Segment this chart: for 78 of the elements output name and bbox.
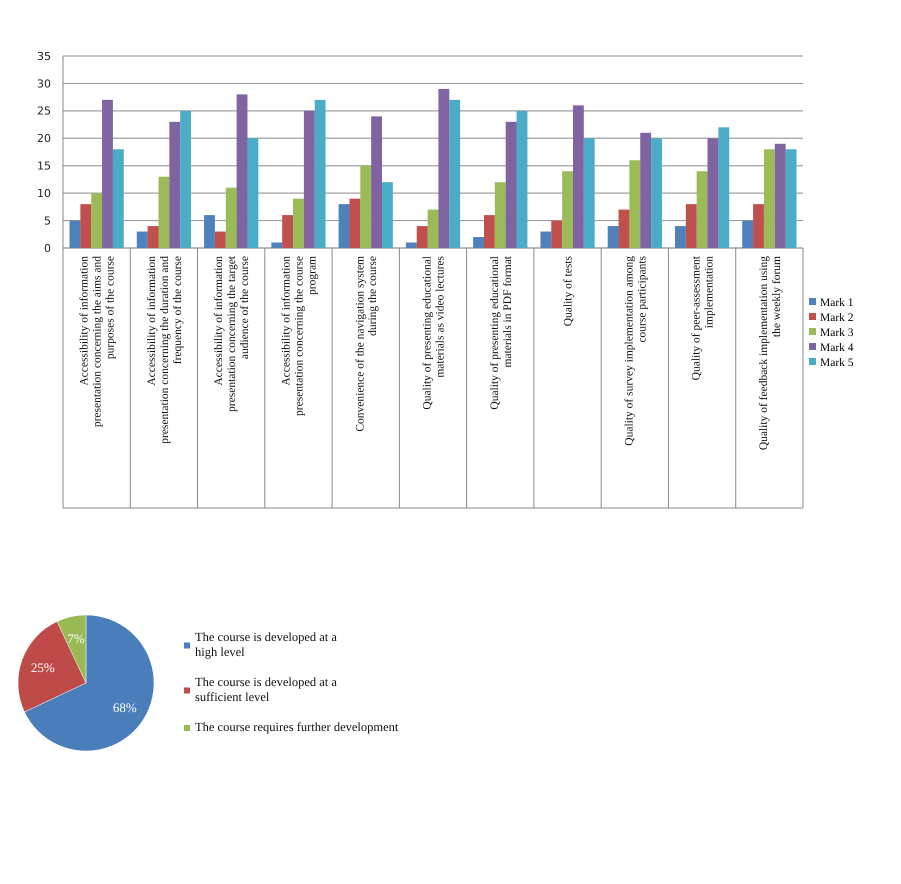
bar [516, 110, 528, 248]
bar [371, 116, 382, 248]
y-tick-label: 5 [44, 214, 51, 228]
data-label: 7% [67, 630, 85, 646]
bar [674, 226, 686, 248]
bar [753, 204, 764, 248]
y-tick-label: 35 [37, 50, 51, 63]
bar [158, 176, 170, 248]
bar [416, 226, 428, 248]
bar [406, 242, 417, 248]
x-tick-label: Accessibility of information presentation concerning the course program [280, 256, 318, 416]
bar [640, 132, 652, 248]
bar [506, 122, 517, 248]
legend-label: Mark 4 [820, 342, 854, 354]
data-label: 25% [30, 660, 55, 675]
legend-label: Mark 2 [820, 312, 854, 324]
bar [618, 210, 630, 248]
bar [473, 237, 484, 248]
bar [136, 232, 148, 248]
bar [338, 204, 350, 248]
bar [70, 220, 80, 248]
bar [169, 122, 180, 248]
y-tick-label: 15 [37, 160, 51, 173]
bar [572, 105, 584, 248]
bar [112, 149, 124, 248]
bar [708, 138, 718, 248]
bar [102, 100, 113, 248]
y-tick-label: 0 [44, 242, 51, 255]
bar [148, 226, 158, 248]
legend-label: The course is developed at a high level [195, 630, 338, 659]
bar [204, 215, 215, 248]
bar [742, 220, 754, 248]
bar [80, 204, 92, 248]
bar [449, 100, 460, 248]
x-tick-label: Accessibility of information presentation concerning the aims and purposes of the course [78, 256, 117, 428]
bar [651, 138, 662, 248]
bar [494, 182, 506, 248]
bar [293, 198, 304, 248]
bar [271, 242, 282, 248]
bar [282, 215, 294, 248]
bar [428, 210, 438, 248]
bar [180, 110, 192, 248]
bar [484, 215, 495, 248]
bar [214, 232, 226, 248]
y-tick-label: 10 [37, 186, 51, 200]
bar [382, 182, 393, 248]
bar [718, 127, 730, 248]
bar [629, 160, 640, 248]
bar [562, 171, 573, 248]
legend-label: Mark 1 [820, 297, 854, 310]
bar [774, 144, 786, 248]
bar [764, 149, 775, 248]
bar [686, 204, 697, 248]
y-tick-label: 25 [37, 104, 51, 118]
bar [314, 100, 326, 248]
bar [349, 198, 360, 248]
bar [540, 232, 552, 248]
bar [247, 138, 258, 248]
bar [584, 138, 595, 248]
y-tick-label: 20 [37, 132, 51, 146]
data-label: 68% [112, 700, 137, 716]
bar [360, 166, 372, 248]
x-tick-label: Quality of tests [562, 255, 575, 326]
legend-label: Mark 5 [820, 357, 854, 370]
bar [438, 88, 450, 248]
bar [236, 94, 248, 248]
bar [304, 110, 315, 248]
legend-label: The course is developed at a sufficient level [195, 675, 338, 704]
x-tick-label: Quality of survey implementation among course participants [623, 255, 648, 446]
legend-label: Mark 3 [820, 327, 854, 340]
bar [608, 226, 619, 248]
bar [696, 171, 708, 248]
legend-label: The course requires further development [195, 720, 399, 734]
bar [786, 149, 796, 248]
bar [551, 220, 562, 248]
bar [226, 188, 237, 248]
bar [91, 193, 102, 248]
y-tick-label: 30 [37, 77, 51, 90]
